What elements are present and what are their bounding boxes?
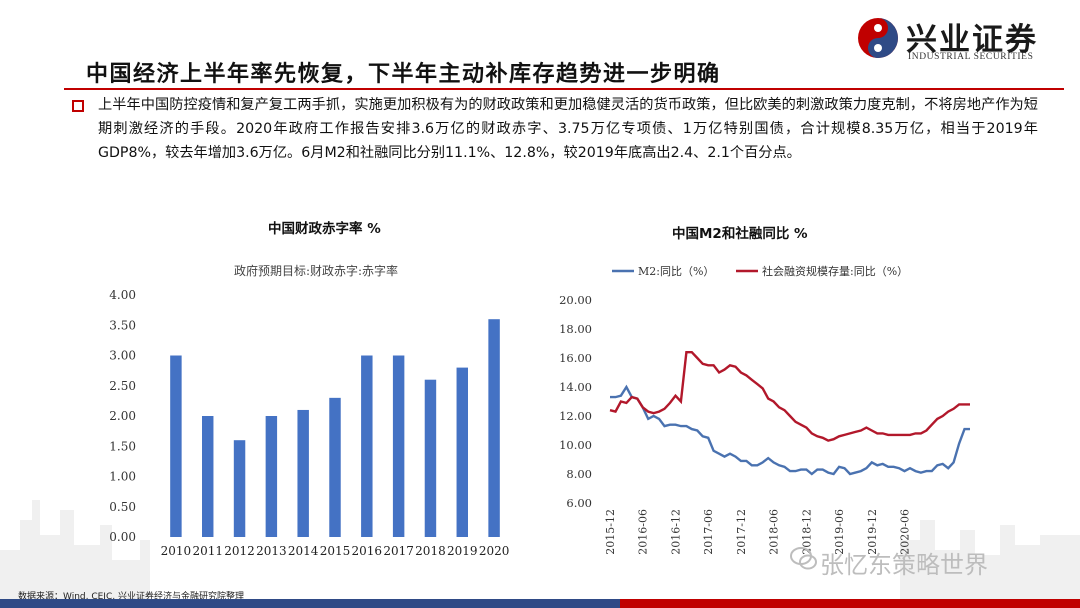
chart1-ytick-label: 2.50 (109, 379, 136, 393)
logo-en-text: INDUSTRIAL SECURITIES (908, 52, 1034, 62)
chart1-xtick-label: 2013 (256, 544, 287, 558)
chart2-ytick-label: 10.00 (559, 438, 592, 452)
chart2-xtick-label: 2016-12 (669, 509, 682, 555)
footer-bar-navy (0, 599, 620, 608)
chart1-series-label: 政府预期目标:财政赤字:赤字率 (234, 263, 398, 278)
title-divider (64, 88, 1064, 90)
chart1-ytick-label: 2.00 (109, 409, 136, 423)
footer-bar (0, 599, 1080, 608)
chart1-xtick-label: 2018 (415, 544, 446, 558)
chart2-m2-line (610, 384, 970, 476)
deficit-bar-chart: 政府预期目标:财政赤字:赤字率 0.00 0.50 1.00 1.50 2.00 2.50… (109, 263, 510, 558)
chart1-bar (233, 440, 246, 537)
chart2-ytick-label: 6.00 (566, 496, 592, 510)
chart2-xtick-label: 2019-06 (833, 509, 846, 555)
chart1-bar (202, 416, 214, 537)
chart1-ytick-label: 4.00 (109, 288, 136, 302)
chart1-xtick-label: 2012 (224, 544, 255, 558)
chart1-bar (265, 416, 278, 537)
legend-tsf-label: 社会融资规模存量:同比（%） (762, 264, 908, 278)
chart1-xtick-label: 2015 (320, 544, 351, 558)
chart2-ytick-label: 16.00 (559, 351, 592, 365)
city-skyline-decoration (0, 500, 1080, 600)
chart1-bar (170, 355, 182, 537)
chart2-title: 中国M2和社融同比 % (672, 226, 808, 242)
chart2-tsf-line (609, 351, 970, 442)
logo-mark-icon (858, 18, 898, 58)
chart1-title: 中国财政赤字率 % (268, 221, 381, 237)
chart1-bar (424, 379, 437, 537)
chart1-xtick-label: 2011 (192, 544, 223, 558)
chart2-xtick-label: 2018-06 (768, 509, 781, 555)
chart2-xtick-label: 2016-06 (637, 509, 650, 555)
chart2-ytick-label: 14.00 (559, 380, 592, 394)
logo-cn-text: 兴业证券 (906, 22, 1038, 58)
chart1-xtick-label: 2016 (352, 544, 383, 558)
chart2-ytick-label: 18.00 (559, 322, 592, 336)
chart1-xtick-label: 2014 (288, 544, 319, 558)
chart1-ytick-label: 3.00 (109, 349, 136, 363)
chart2-xtick-label: 2018-12 (800, 509, 813, 555)
chart1-xtick-label: 2020 (479, 544, 510, 558)
chart2-ytick-label: 8.00 (566, 467, 592, 481)
chart1-bar (392, 355, 405, 537)
chart2-xtick-label: 2015-12 (604, 509, 617, 555)
chart2-xtick-label: 2017-12 (735, 509, 748, 555)
chart2-xtick-label: 2017-06 (702, 509, 715, 555)
chart1-bar (488, 319, 500, 537)
footer-bar-red (620, 599, 1080, 608)
chart1-bar (361, 355, 373, 537)
chart1-ytick-label: 1.00 (109, 470, 136, 484)
legend-m2-label: M2:同比（%） (638, 265, 714, 278)
chart1-bar (297, 409, 309, 537)
wechat-icon (790, 547, 817, 570)
chart2-xtick-label: 2020-06 (899, 509, 912, 555)
chart1-ytick-label: 1.50 (109, 439, 136, 453)
company-logo: 兴业证券 INDUSTRIAL SECURITIES (856, 14, 1066, 66)
chart1-bar (329, 397, 341, 537)
bullet-square-icon (72, 100, 84, 112)
chart1-ytick-label: 3.50 (109, 318, 136, 332)
chart1-ytick-label: 0.50 (109, 500, 136, 514)
chart2-ytick-label: 20.00 (559, 293, 592, 307)
chart1-xtick-label: 2010 (161, 544, 192, 558)
chart2-xtick-label: 2019-12 (866, 509, 879, 555)
chart1-ytick-label: 0.00 (109, 530, 136, 544)
chart1-bar (456, 367, 468, 537)
chart1-xtick-label: 2017 (383, 544, 414, 558)
watermark-text: 张忆东策略世界 (820, 551, 988, 579)
chart2-ytick-label: 12.00 (559, 409, 592, 423)
summary-paragraph: 上半年中国防控疫情和复产复工两手抓，实施更加积极有为的财政政策和更加稳健灵活的货… (98, 97, 1038, 161)
data-source-note: 数据来源：Wind, CEIC, 兴业证券经济与金融研究院整理 (18, 592, 244, 602)
chart1-xtick-label: 2019 (447, 544, 478, 558)
page-title: 中国经济上半年率先恢复，下半年主动补库存趋势进一步明确 (86, 62, 721, 87)
m2-tsf-line-chart: M2:同比（%） 社会融资规模存量:同比（%） 6.00 8.00 10.00 12.… (559, 264, 970, 555)
